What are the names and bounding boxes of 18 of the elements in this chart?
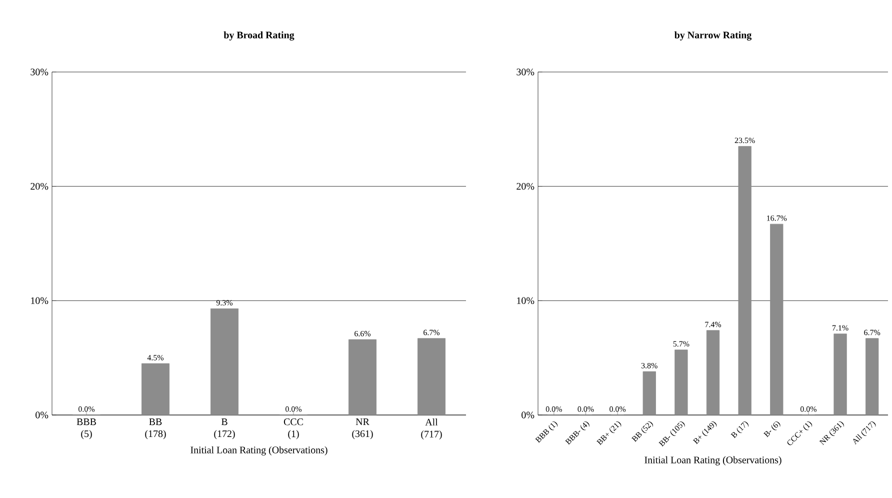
y-tick-label: 10% [517,297,534,304]
y-tick-label: 20% [516,182,534,190]
chart-title: by Broad Rating [224,31,294,41]
y-tick-label: 10% [31,297,48,304]
x-tick-label: All (717) [421,418,442,440]
x-tick-label: CCC (1) [284,418,303,440]
x-axis-title: Initial Loan Rating (Observations) [644,456,782,466]
x-axis-title: Initial Loan Rating (Observations) [190,446,328,456]
y-tick-label: 20% [30,182,48,190]
y-tick-label: 0% [36,412,48,418]
y-tick-label: 30% [30,68,48,76]
chart-title: by Narrow Rating [674,31,752,41]
x-tick-label: BBB (5) [76,418,96,440]
y-tick-label: 0% [522,412,534,418]
x-tick-label: B (172) [214,418,235,440]
y-tick-label: 30% [516,68,534,76]
x-tick-label: BB (178) [145,418,166,440]
x-tick-label: NR (361) [352,418,373,440]
